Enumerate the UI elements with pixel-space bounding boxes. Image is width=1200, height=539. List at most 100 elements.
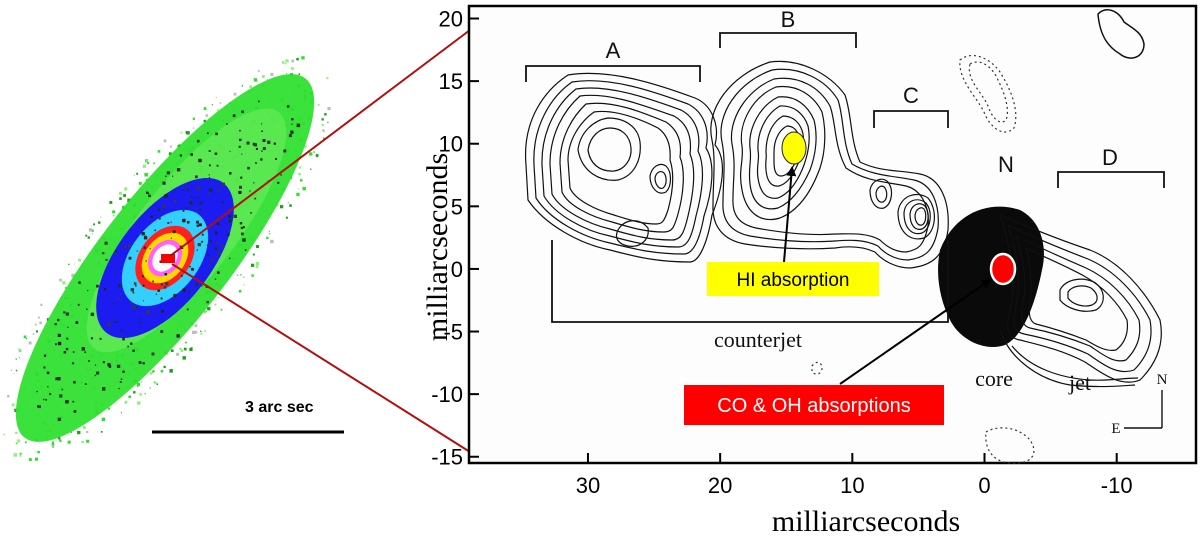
- speckle-dot: [205, 310, 207, 313]
- y-axis-label: milliarcseconds: [421, 153, 454, 341]
- speckle-dot: [149, 387, 152, 389]
- speckle-dot: [163, 139, 167, 143]
- dark-speckle-dot: [226, 123, 228, 125]
- y-tick-label: 5: [451, 194, 463, 219]
- x-tick-label: 0: [978, 473, 990, 498]
- dark-speckle-dot: [127, 345, 129, 348]
- speckle-dot: [170, 145, 173, 148]
- speckle-dot: [123, 194, 126, 197]
- speckle-dot: [136, 172, 139, 175]
- speckle-dot: [150, 372, 153, 375]
- dark-speckle-dot: [201, 233, 204, 236]
- speckle-dot: [192, 117, 195, 120]
- dark-speckle-dot: [273, 142, 276, 145]
- speckle-dot: [82, 426, 86, 429]
- dark-speckle-dot: [119, 381, 122, 383]
- speckle-dot: [124, 402, 126, 404]
- speckle-dot: [77, 430, 81, 435]
- speckle-dot: [128, 395, 131, 399]
- speckle-dot: [297, 188, 299, 190]
- dark-speckle-dot: [239, 138, 242, 142]
- dark-speckle-dot: [240, 176, 243, 179]
- dark-speckle-dot: [149, 248, 151, 250]
- speckle-dot: [253, 78, 258, 82]
- speckle-dot: [152, 370, 155, 373]
- dark-speckle-dot: [173, 293, 177, 298]
- speckle-dot: [286, 73, 288, 75]
- speckle-dot: [298, 73, 301, 75]
- speckle-dot: [138, 181, 142, 185]
- dark-speckle-dot: [246, 141, 250, 145]
- dark-speckle-dot: [228, 215, 231, 218]
- dark-speckle-dot: [201, 285, 203, 287]
- speckle-dot: [180, 131, 183, 134]
- speckle-dot: [18, 348, 21, 351]
- dark-speckle-dot: [277, 181, 280, 184]
- zoom-line-bottom: [171, 263, 471, 453]
- dark-speckle-dot: [43, 354, 47, 357]
- dark-speckle-dot: [207, 132, 209, 135]
- contours-lobe-a: [524, 72, 723, 263]
- dark-speckle-dot: [159, 260, 163, 263]
- speckle-dot: [192, 127, 195, 129]
- dark-speckle-dot: [164, 273, 167, 276]
- speckle-dot: [156, 383, 159, 385]
- dark-speckle-dot: [163, 286, 167, 289]
- dark-speckle-dot: [214, 231, 218, 235]
- dark-speckle-dot: [239, 222, 243, 225]
- speckle-dot: [194, 324, 198, 328]
- dark-speckle-dot: [194, 209, 196, 211]
- dark-speckle-dot: [166, 171, 170, 175]
- dark-speckle-dot: [291, 118, 294, 121]
- speckle-dot: [13, 373, 15, 375]
- speckle-dot: [200, 332, 203, 335]
- dark-speckle-dot: [105, 258, 108, 261]
- dark-speckle-dot: [206, 244, 209, 246]
- dark-speckle-dot: [176, 168, 181, 172]
- bracket-d: [1057, 171, 1165, 188]
- dark-speckle-dot: [132, 291, 135, 294]
- dark-speckle-dot: [238, 145, 241, 148]
- dark-speckle-dot: [254, 197, 257, 200]
- dark-speckle-dot: [86, 308, 88, 310]
- dark-speckle-dot: [242, 238, 246, 242]
- dark-speckle-dot: [107, 323, 111, 327]
- hi-annotation-text: HI absorption: [736, 270, 849, 291]
- dark-speckle-dot: [128, 256, 132, 260]
- speckle-dot: [299, 166, 302, 169]
- speckle-dot: [93, 223, 96, 226]
- speckle-dot: [78, 258, 81, 262]
- speckle-dot: [214, 303, 217, 306]
- dark-speckle-dot: [208, 164, 211, 167]
- dark-speckle-dot: [145, 260, 147, 262]
- dark-speckle-dot: [155, 293, 157, 295]
- dark-speckle-dot: [214, 247, 218, 250]
- dark-speckle-dot: [185, 207, 188, 209]
- dark-speckle-dot: [179, 154, 182, 157]
- label-jet: jet: [1068, 370, 1091, 395]
- dark-speckle-dot: [57, 377, 61, 381]
- dark-speckle-dot: [165, 282, 169, 286]
- dark-speckle-dot: [90, 312, 94, 316]
- speckle-dot: [32, 333, 35, 335]
- dark-speckle-dot: [120, 378, 123, 380]
- dark-speckle-dot: [197, 197, 199, 199]
- speckle-dot: [87, 236, 90, 239]
- dark-speckle-dot: [221, 182, 225, 186]
- dark-speckle-dot: [130, 342, 133, 345]
- dark-speckle-dot: [73, 381, 76, 384]
- label-a: A: [606, 38, 621, 63]
- speckle-dot: [52, 446, 54, 448]
- dark-speckle-dot: [228, 219, 232, 223]
- dark-speckle-dot: [262, 139, 266, 142]
- label-n: N: [998, 152, 1014, 177]
- speckle-dot: [17, 439, 21, 443]
- dark-speckle-dot: [84, 351, 87, 353]
- dark-speckle-dot: [55, 343, 57, 346]
- speckle-dot: [315, 154, 319, 157]
- dark-speckle-dot: [170, 237, 172, 239]
- speckle-dot: [51, 441, 54, 444]
- speckle-dot: [309, 152, 313, 156]
- speckle-dot: [34, 457, 38, 461]
